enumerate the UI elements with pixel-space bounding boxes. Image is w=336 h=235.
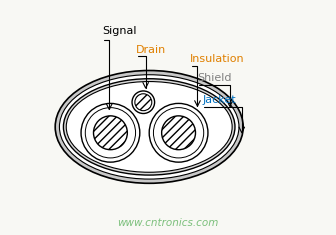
Circle shape xyxy=(93,116,127,150)
Circle shape xyxy=(81,103,140,162)
Circle shape xyxy=(135,94,152,111)
Ellipse shape xyxy=(64,79,235,175)
Circle shape xyxy=(132,91,155,114)
Circle shape xyxy=(162,116,196,150)
Text: Insulation: Insulation xyxy=(190,54,245,64)
Text: www.cntronics.com: www.cntronics.com xyxy=(117,218,219,228)
Circle shape xyxy=(154,108,204,158)
Circle shape xyxy=(85,108,135,158)
Ellipse shape xyxy=(66,82,232,172)
Text: Jacket: Jacket xyxy=(202,95,236,105)
Ellipse shape xyxy=(55,70,243,183)
Text: Drain: Drain xyxy=(136,44,167,55)
Text: Shield: Shield xyxy=(197,73,232,83)
Circle shape xyxy=(149,103,208,162)
Ellipse shape xyxy=(59,75,239,179)
Text: Signal: Signal xyxy=(102,26,137,36)
